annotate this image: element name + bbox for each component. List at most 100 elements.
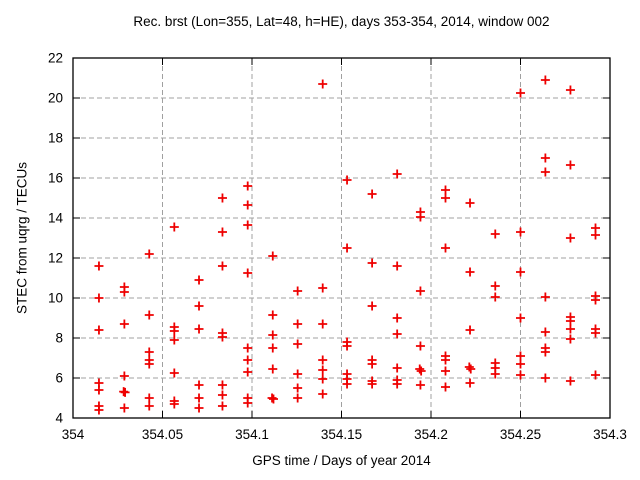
data-point: [516, 267, 525, 277]
data-point: [415, 364, 425, 374]
data-point: [94, 405, 104, 415]
data-point: [217, 332, 227, 342]
data-point: [217, 401, 227, 411]
data-point: [267, 393, 277, 403]
data-point: [416, 366, 426, 376]
data-point: [194, 393, 204, 403]
data-point: [318, 283, 328, 293]
data-point: [415, 212, 425, 222]
data-point: [591, 295, 601, 305]
data-point: [318, 79, 328, 89]
data-point: [144, 401, 154, 411]
data-point: [392, 363, 402, 373]
data-point: [194, 380, 204, 390]
x-tick-label: 354: [62, 427, 85, 442]
data-point: [318, 355, 328, 365]
data-point: [392, 379, 402, 389]
data-point: [194, 275, 204, 285]
data-point: [119, 319, 129, 329]
data-point: [367, 301, 377, 311]
data-point: [169, 326, 179, 336]
y-tick-label: 14: [48, 211, 64, 226]
data-point: [342, 243, 352, 253]
data-point: [565, 324, 575, 334]
data-point: [540, 153, 550, 163]
data-point: [268, 330, 278, 340]
data-point: [565, 233, 575, 243]
data-point: [392, 313, 402, 323]
data-point: [392, 261, 402, 271]
x-tick-label: 354.2: [414, 427, 448, 442]
data-point: [243, 398, 253, 408]
data-point: [367, 379, 377, 389]
data-point: [293, 393, 303, 403]
data-point: [516, 359, 525, 369]
data-point: [465, 325, 475, 335]
data-point: [268, 364, 278, 374]
data-point: [367, 359, 377, 369]
y-tick-label: 20: [48, 91, 63, 106]
data-point: [565, 85, 575, 95]
x-tick-label: 354.1: [235, 427, 269, 442]
data-point: [120, 387, 130, 397]
data-point: [540, 75, 550, 85]
data-point: [293, 319, 303, 329]
data-point: [342, 341, 352, 351]
data-point: [440, 355, 450, 365]
data-point: [169, 222, 179, 232]
data-point: [318, 365, 328, 375]
data-point: [94, 261, 104, 271]
data-point: [217, 261, 227, 271]
data-point: [243, 181, 253, 191]
data-point: [318, 389, 328, 399]
data-point: [243, 200, 253, 210]
data-point: [565, 376, 575, 386]
data-point: [293, 286, 303, 296]
data-point: [293, 383, 303, 393]
data-point: [169, 368, 179, 378]
data-point: [94, 325, 104, 335]
data-point: [565, 160, 575, 170]
data-point: [540, 347, 550, 357]
data-point: [516, 351, 525, 361]
data-point: [516, 313, 525, 323]
data-point: [440, 243, 450, 253]
data-point: [217, 193, 227, 203]
data-point: [490, 369, 500, 379]
y-tick-label: 6: [55, 371, 63, 386]
data-point: [243, 343, 253, 353]
data-point: [465, 378, 475, 388]
data-point: [516, 370, 525, 380]
data-point: [415, 286, 425, 296]
data-point: [318, 374, 328, 384]
data-point: [440, 366, 450, 376]
data-point: [268, 251, 278, 261]
data-point: [440, 193, 450, 203]
data-point: [268, 394, 278, 404]
data-point: [119, 403, 129, 413]
x-tick-label: 354.3: [593, 427, 627, 442]
data-point: [516, 88, 525, 98]
data-point: [465, 198, 475, 208]
data-point: [490, 229, 500, 239]
data-point: [144, 249, 154, 259]
data-point: [540, 167, 550, 177]
data-point: [591, 370, 601, 380]
y-tick-label: 22: [48, 51, 63, 66]
data-point: [490, 292, 500, 302]
data-point: [342, 175, 352, 185]
data-point: [194, 301, 204, 311]
data-point: [464, 362, 474, 372]
data-point: [268, 310, 278, 320]
x-tick-label: 354.25: [500, 427, 541, 442]
data-point: [119, 287, 129, 297]
chart-title: Rec. brst (Lon=355, Lat=48, h=HE), days …: [133, 14, 550, 29]
data-point: [490, 281, 500, 291]
data-point: [591, 328, 601, 338]
y-tick-label: 10: [48, 291, 63, 306]
data-point: [318, 319, 328, 329]
data-point: [440, 382, 450, 392]
x-tick-label: 354.05: [142, 427, 183, 442]
